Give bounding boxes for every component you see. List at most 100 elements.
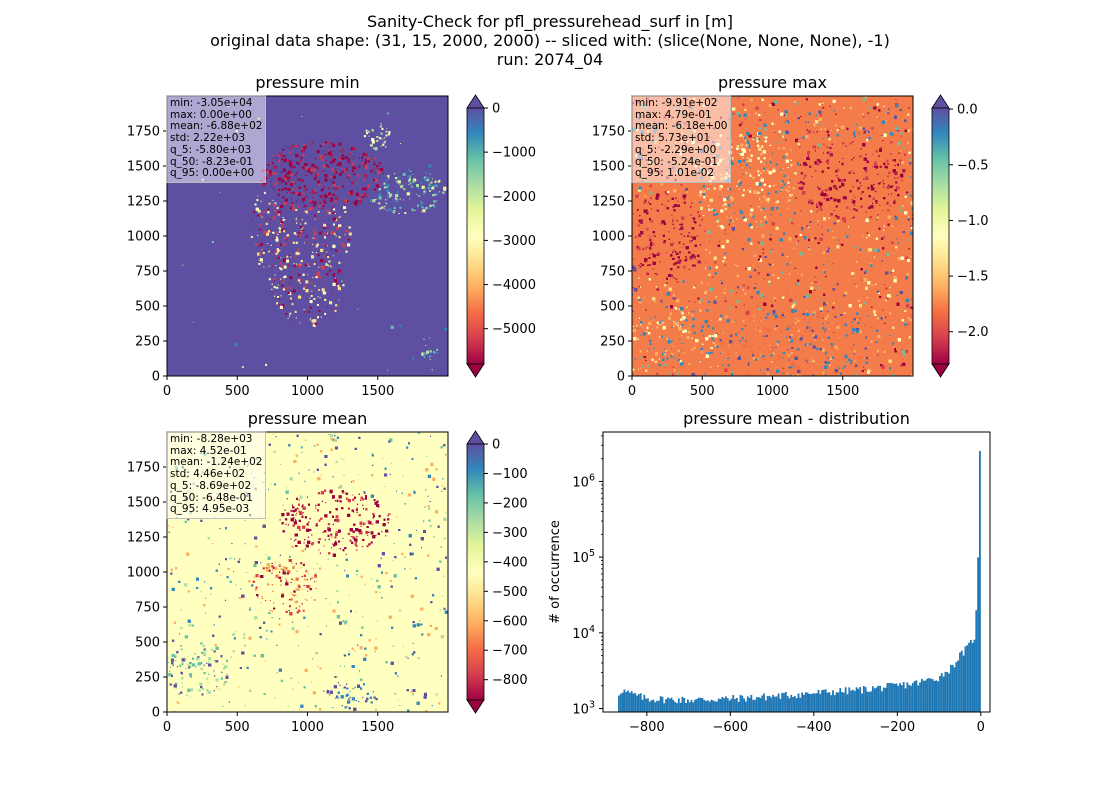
- histogram-bar: [714, 701, 716, 712]
- colorbar-mean: 0 −100 −200 −300 −400 −500 −600 −700 −800: [466, 430, 528, 714]
- colorbar-tick-label: −1.0: [957, 214, 989, 229]
- axes-ticks-max: 0 500 1000 1500 0 250 500 750 1000 1250 1500 1750: [592, 125, 859, 400]
- stats-line: q_95: 0.00e+00: [170, 167, 255, 180]
- histogram-bar: [966, 645, 969, 712]
- histogram-bar: [652, 699, 655, 712]
- histogram-bar: [676, 703, 678, 712]
- histogram-bar: [971, 642, 974, 712]
- ytick-label: 500: [135, 300, 160, 315]
- histogram-bar: [726, 698, 729, 712]
- stats-line: q_5: -8.69e+02: [170, 479, 252, 492]
- histogram-bar: [697, 697, 700, 712]
- histogram-bar: [812, 693, 814, 712]
- histogram-bar: [908, 684, 911, 712]
- histogram-bar: [705, 700, 707, 712]
- ytick-label: 1250: [127, 195, 160, 210]
- ytick-label: 250: [135, 671, 160, 686]
- histogram-bar: [790, 694, 793, 712]
- histogram-bar: [668, 698, 671, 712]
- histogram-bar: [810, 694, 813, 712]
- histogram-bar: [793, 696, 796, 712]
- histogram-bar: [643, 694, 646, 712]
- histogram-bar: [759, 698, 762, 712]
- histogram-bar: [683, 697, 686, 712]
- histogram-bar: [625, 692, 628, 712]
- colorbar-extend-top: [931, 94, 950, 109]
- xtick-label: 0: [163, 720, 171, 735]
- histogram-bar: [821, 690, 823, 712]
- histogram-bar: [817, 689, 820, 712]
- histogram-bar: [721, 696, 724, 712]
- histogram-bar: [928, 678, 931, 712]
- colorbar-tick-label: −2000: [492, 190, 536, 205]
- histogram-bar: [768, 695, 771, 712]
- ytick-label: 1000: [592, 230, 625, 245]
- histogram-bar: [628, 692, 631, 712]
- colorbar-tick-label: −1000: [492, 146, 536, 161]
- histogram-bar: [665, 699, 667, 712]
- histogram-bar: [636, 695, 638, 712]
- histogram-bar: [948, 673, 950, 712]
- histogram-bar: [797, 693, 800, 712]
- histogram-bar: [875, 687, 878, 712]
- histogram-bar: [699, 697, 702, 712]
- histogram-bar: [764, 700, 767, 712]
- histogram-bar: [710, 699, 713, 712]
- histogram-bar: [685, 703, 687, 712]
- histogram-bar: [634, 693, 637, 712]
- histogram-bar: [746, 696, 749, 712]
- histogram-bar: [861, 693, 863, 712]
- histogram-bar: [886, 683, 889, 712]
- ytick-label: 1250: [592, 195, 625, 210]
- ytick-label: 0: [152, 370, 160, 385]
- histogram-bar: [937, 681, 940, 712]
- histogram-bar: [706, 700, 709, 712]
- colorbar-tick-label: −1.5: [957, 270, 989, 285]
- histogram-bar: [763, 693, 765, 712]
- histogram-bar: [728, 700, 731, 712]
- histogram-bar: [946, 672, 949, 712]
- histogram-bar: [688, 702, 691, 712]
- histogram-bar: [795, 698, 798, 712]
- histogram-bar: [904, 688, 907, 712]
- stats-line: mean: -6.18e+00: [635, 120, 728, 133]
- histogram-bar: [942, 676, 945, 712]
- colorbar-tick-label: −5000: [492, 322, 536, 337]
- histogram-bar: [901, 685, 903, 712]
- histogram-bar: [670, 697, 673, 712]
- histogram-bar: [737, 702, 740, 712]
- ytick-label: 1000: [127, 230, 160, 245]
- histogram-bar: [745, 701, 747, 712]
- histogram-bar: [637, 694, 640, 712]
- histogram-bar: [788, 698, 791, 712]
- ytick-label: 1500: [592, 160, 625, 175]
- colorbar-tick-label: −600: [492, 614, 528, 629]
- histogram-ytick-label: 103: [572, 700, 595, 718]
- ytick-label: 1750: [127, 461, 160, 476]
- histogram-bar: [674, 702, 677, 712]
- histogram-bar: [857, 688, 860, 712]
- histogram-bar: [803, 694, 805, 712]
- histogram-bar: [792, 697, 794, 712]
- histogram-bar: [647, 698, 649, 712]
- histogram-bar: [926, 678, 929, 712]
- histogram-bar: [779, 698, 782, 712]
- axes-ticks-min: 0 500 1000 1500 0 250 500 750 1000 1250 1500 1750: [127, 125, 394, 400]
- colorbar-tick-label: −4000: [492, 278, 536, 293]
- histogram-bar: [654, 702, 657, 712]
- histogram-bar: [819, 693, 822, 712]
- ytick-label: 750: [600, 265, 625, 280]
- histogram-bar: [783, 693, 785, 712]
- histogram-bar: [852, 689, 854, 712]
- stats-line: q_50: -5.24e-01: [635, 155, 718, 168]
- histogram-bar: [732, 695, 735, 712]
- colorbar-extend-bottom: [931, 363, 950, 378]
- colorbar-tick-label: 0.0: [957, 103, 978, 118]
- histogram-bar: [939, 675, 941, 712]
- histogram-bar: [813, 693, 816, 712]
- histogram-bar: [915, 680, 918, 712]
- histogram-bar: [750, 694, 753, 712]
- histogram-ytick-label: 105: [572, 548, 595, 566]
- histogram-ytick-label: 106: [572, 472, 595, 490]
